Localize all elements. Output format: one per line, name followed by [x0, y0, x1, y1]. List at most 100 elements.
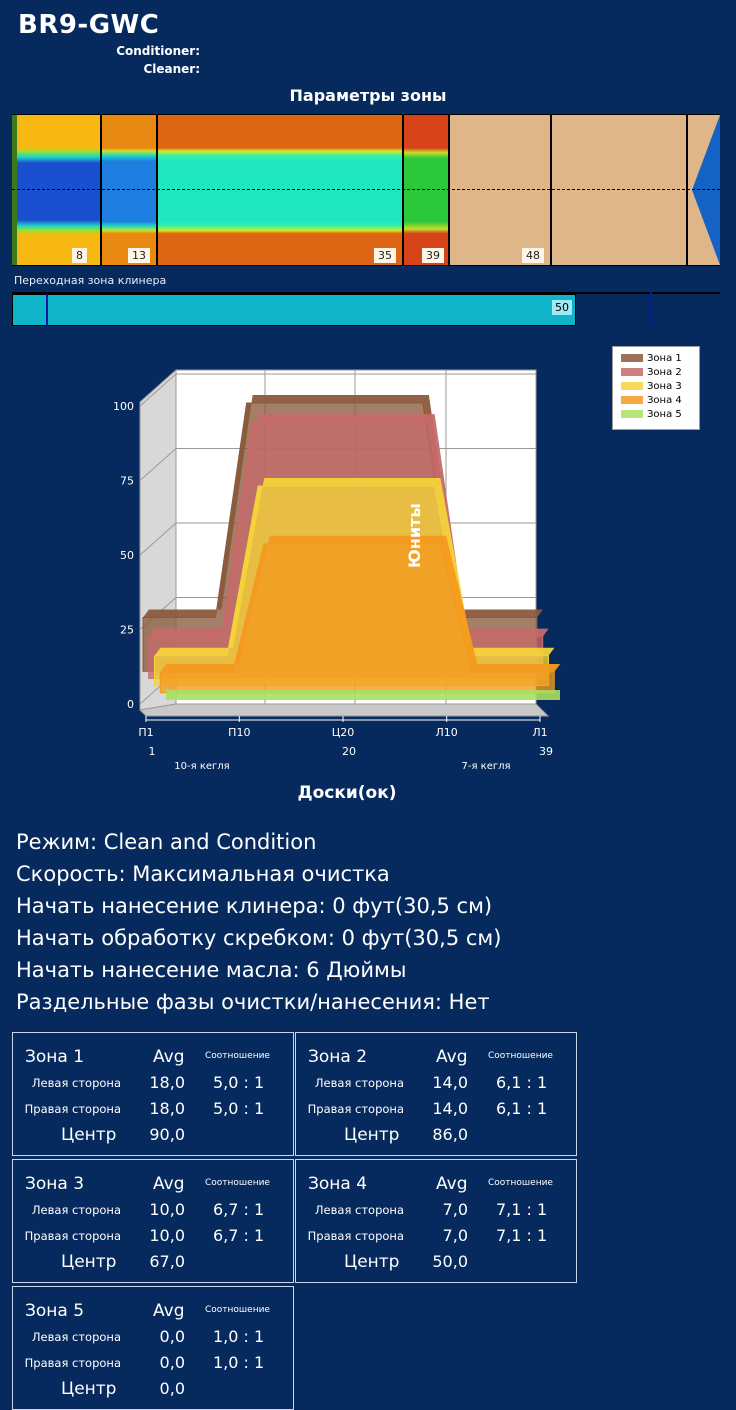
- series-top: [148, 414, 549, 637]
- y-tick-label: 50: [120, 549, 134, 562]
- oil-chart: 0 25 50 75 100 П1 1 П10 Ц20 20 Л10 Л1 39 10-я кегля 7-…: [113, 368, 561, 803]
- left-value: 14,0: [432, 1073, 468, 1092]
- right-side-label: Правая сторона: [24, 1102, 121, 1116]
- left-value: 0,0: [159, 1327, 185, 1346]
- right-ratio: 7,1 : 1: [496, 1226, 548, 1245]
- lane-segment-8: [688, 115, 720, 265]
- conditioner-label: Conditioner:: [116, 44, 200, 58]
- left-side-label: Левая сторона: [31, 1330, 121, 1344]
- left-ratio: 5,0 : 1: [213, 1073, 265, 1092]
- zone-name: Зона 2: [308, 1047, 368, 1067]
- legend-swatch: [621, 354, 643, 362]
- center-label: Центр: [344, 1252, 400, 1272]
- x-axis-label: Доски(ок): [297, 783, 396, 803]
- lane-marker: 48: [522, 248, 544, 263]
- left-value: 18,0: [149, 1073, 185, 1092]
- left-value: 10,0: [149, 1200, 185, 1219]
- center-label: Центр: [61, 1379, 117, 1399]
- lane-segment-5: [404, 115, 448, 265]
- pin-deck-arrow: [692, 115, 720, 265]
- left-ratio: 6,1 : 1: [496, 1073, 548, 1092]
- left-value: 7,0: [442, 1200, 468, 1219]
- legend-label: Зона 4: [647, 395, 682, 406]
- lane-segment-2: [17, 115, 100, 265]
- ratio-header: Соотношение: [205, 1051, 270, 1061]
- right-value: 14,0: [432, 1099, 468, 1118]
- right-ratio: 5,0 : 1: [213, 1099, 265, 1118]
- zone-name: Зона 3: [25, 1174, 85, 1194]
- avg-header: Avg: [436, 1174, 468, 1194]
- legend-item: Зона 1: [621, 353, 682, 364]
- lane-pattern: 8 13 35 39 48: [12, 114, 720, 266]
- lane-marker: 35: [374, 248, 396, 263]
- left-ratio: 1,0 : 1: [213, 1327, 265, 1346]
- speed-text: Скорость: Максимальная очистка: [16, 862, 390, 886]
- x-tick-number: 39: [539, 745, 553, 758]
- ratio-header: Соотношение: [205, 1178, 270, 1188]
- left-side-label: Левая сторона: [314, 1076, 404, 1090]
- right-ratio: 6,7 : 1: [213, 1226, 265, 1245]
- y-tick-label: 25: [120, 624, 134, 637]
- transition-bar: 50: [12, 292, 720, 326]
- center-value: 0,0: [159, 1379, 185, 1398]
- squeegee-start-text: Начать обработку скребком: 0 фут(30,5 см…: [16, 926, 502, 950]
- left-side-label: Левая сторона: [314, 1203, 404, 1217]
- grid-line: [139, 373, 177, 407]
- center-value: 86,0: [432, 1125, 468, 1144]
- left-ratio: 7,1 : 1: [496, 1200, 548, 1219]
- y-tick-label: 75: [120, 475, 134, 488]
- zone-name: Зона 5: [25, 1301, 85, 1321]
- lane-center-line: [12, 189, 720, 190]
- left-side-label: Левая сторона: [31, 1203, 121, 1217]
- zone-card: Зона 3 Avg Соотношение Левая сторона 10,0 6,7…: [12, 1159, 294, 1283]
- cleaner-start-text: Начать нанесение клинера: 0 фут(30,5 см): [16, 894, 493, 918]
- y-tick-label: 0: [127, 698, 134, 711]
- center-value: 90,0: [149, 1125, 185, 1144]
- cleaner-label: Cleaner:: [143, 62, 200, 76]
- right-value: 0,0: [159, 1353, 185, 1372]
- legend-swatch: [621, 382, 643, 390]
- ratio-header: Соотношение: [488, 1051, 553, 1061]
- lane-segment-6: [450, 115, 550, 265]
- right-side-label: Правая сторона: [24, 1229, 121, 1243]
- lane-marker: 13: [128, 248, 150, 263]
- x-tick-number: 1: [149, 745, 156, 758]
- avg-header: Avg: [436, 1047, 468, 1067]
- legend-label: Зона 5: [647, 409, 682, 420]
- x-tick-label: Ц20: [332, 726, 355, 739]
- legend-swatch: [621, 410, 643, 418]
- lane-segment-1: [12, 115, 17, 265]
- center-label: Центр: [344, 1125, 400, 1145]
- page-title: BR9-GWC: [18, 10, 160, 40]
- right-ratio: 1,0 : 1: [213, 1353, 265, 1372]
- separate-phases-text: Раздельные фазы очистки/нанесения: Нет: [16, 990, 490, 1014]
- chart-legend: Зона 1 Зона 2 Зона 3 Зона 4 Зона 5: [612, 346, 700, 430]
- x-tick-label: Л10: [436, 726, 458, 739]
- chart-axes: 0 25 50 75 100 П1 1 П10 Ц20 20 Л10 Л1 39 10-я кегля 7-…: [113, 400, 553, 772]
- lane-segment-4: [158, 115, 402, 265]
- right-ratio: 6,1 : 1: [496, 1099, 548, 1118]
- right-value: 7,0: [442, 1226, 468, 1245]
- legend-item: Зона 5: [621, 409, 682, 420]
- avg-header: Avg: [153, 1301, 185, 1321]
- zone-card: Зона 2 Avg Соотношение Левая сторона 14,0 6,1…: [295, 1032, 577, 1156]
- legend-item: Зона 2: [621, 367, 682, 378]
- lane-marker: 39: [422, 248, 444, 263]
- series-top: [154, 477, 555, 656]
- grid-line: [139, 448, 177, 481]
- x-tick-label: П1: [138, 726, 153, 739]
- left-ratio: 6,7 : 1: [213, 1200, 265, 1219]
- avg-header: Avg: [153, 1047, 185, 1067]
- legend-swatch: [621, 396, 643, 404]
- legend-item: Зона 3: [621, 381, 682, 392]
- x-tick-label: П10: [228, 726, 250, 739]
- legend-swatch: [621, 368, 643, 376]
- oil-start-text: Начать нанесение масла: 6 Дюймы: [16, 958, 407, 982]
- center-value: 67,0: [149, 1252, 185, 1271]
- mode-text: Режим: Clean and Condition: [16, 830, 317, 854]
- y-axis-label: Юниты: [405, 503, 424, 568]
- legend-item: Зона 4: [621, 395, 682, 406]
- grid-line: [139, 522, 177, 556]
- right-side-label: Правая сторона: [307, 1229, 404, 1243]
- ratio-header: Соотношение: [488, 1178, 553, 1188]
